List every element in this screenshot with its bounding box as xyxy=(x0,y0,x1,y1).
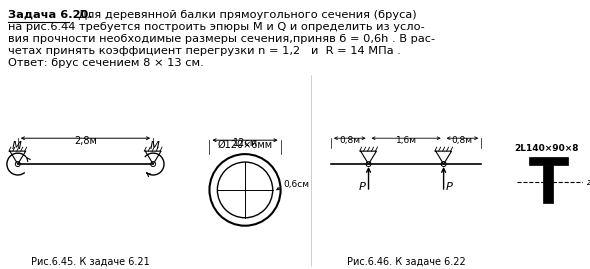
Text: М: М xyxy=(149,141,159,151)
Text: Для деревянной балки прямоугольного сечения (бруса): Для деревянной балки прямоугольного сече… xyxy=(71,10,417,20)
Text: Ответ: брус сечением 8 × 13 см.: Ответ: брус сечением 8 × 13 см. xyxy=(8,58,204,68)
Circle shape xyxy=(15,162,20,167)
Text: 0,6см: 0,6см xyxy=(284,180,310,189)
Text: Задача 6.20.: Задача 6.20. xyxy=(8,10,93,20)
Text: 1,6м: 1,6м xyxy=(395,136,417,145)
Text: на рис.6.44 требуется построить эпюры М и Q и определить из усло-: на рис.6.44 требуется построить эпюры М … xyxy=(8,22,425,32)
Text: четах принять коэффициент перегрузки n = 1,2   и  R = 14 МПа .: четах принять коэффициент перегрузки n =… xyxy=(8,46,401,56)
Text: Рис.6.46. К задаче 6.22: Рис.6.46. К задаче 6.22 xyxy=(347,257,466,267)
Text: Ø120×6мм: Ø120×6мм xyxy=(218,140,273,150)
Text: 0,8м: 0,8м xyxy=(452,136,473,145)
Circle shape xyxy=(366,162,371,167)
Text: 2L140×90×8: 2L140×90×8 xyxy=(514,144,579,153)
Text: 12см: 12см xyxy=(232,138,258,148)
Text: Рис.6.45. К задаче 6.21: Рис.6.45. К задаче 6.21 xyxy=(31,257,150,267)
Circle shape xyxy=(150,162,156,167)
Text: P: P xyxy=(446,182,453,192)
Text: 0,8м: 0,8м xyxy=(339,136,360,145)
Text: P: P xyxy=(359,182,366,192)
Bar xyxy=(543,165,553,203)
Text: z: z xyxy=(586,178,590,187)
Text: 2,8м: 2,8м xyxy=(74,136,97,146)
Text: вия прочности необходимые размеры сечения,приняв б = 0,6h . В рас-: вия прочности необходимые размеры сечени… xyxy=(8,34,435,44)
Circle shape xyxy=(441,162,446,167)
Text: М: М xyxy=(12,141,22,151)
Bar xyxy=(529,157,568,165)
